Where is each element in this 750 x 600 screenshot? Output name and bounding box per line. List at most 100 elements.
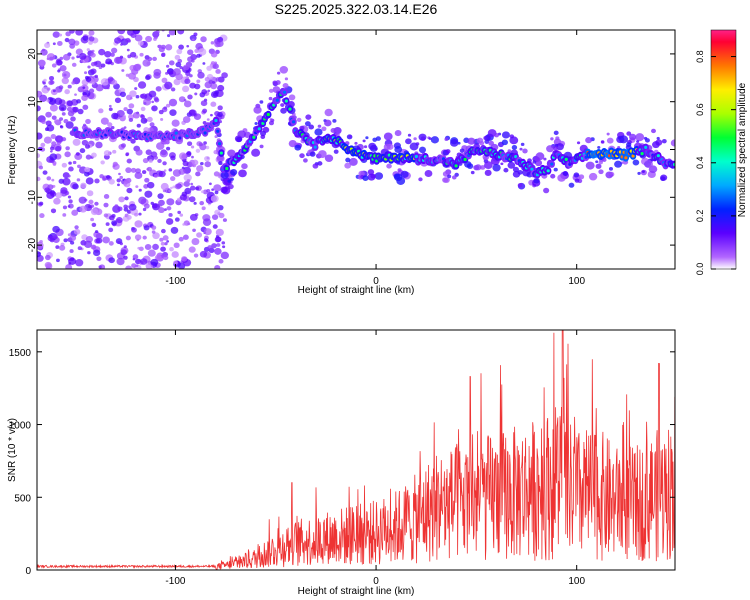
side-blob: [241, 163, 248, 170]
noise-speck: [199, 92, 206, 98]
noise-speck: [187, 56, 194, 63]
noise-speck: [156, 142, 165, 150]
noise-speck: [116, 178, 121, 183]
noise-speck: [162, 235, 169, 241]
noise-speck: [39, 94, 48, 102]
noise-speck: [194, 48, 199, 54]
noise-speck: [102, 236, 110, 244]
noise-speck: [120, 249, 128, 256]
side-blob: [534, 157, 541, 162]
side-blob: [308, 124, 315, 130]
noise-speck: [214, 190, 219, 195]
noise-speck: [40, 142, 46, 148]
side-blob: [254, 122, 258, 126]
side-blob: [641, 170, 645, 173]
side-blob: [372, 137, 378, 142]
noise-speck: [196, 79, 201, 84]
snr-y-label: SNR (10 * v/v): [7, 418, 18, 482]
side-blob: [227, 183, 234, 190]
noise-speck: [166, 198, 175, 206]
noise-speck: [103, 213, 109, 218]
noise-speck: [151, 225, 157, 230]
noise-speck: [126, 187, 133, 194]
side-blob: [543, 157, 547, 161]
side-blob: [333, 127, 342, 135]
side-blob: [501, 131, 510, 139]
noise-speck: [65, 31, 71, 37]
side-blob: [550, 173, 556, 179]
noise-speck: [107, 122, 113, 128]
noise-speck: [37, 132, 43, 140]
noise-speck: [41, 119, 46, 125]
noise-speck: [62, 53, 71, 61]
noise-speck: [206, 188, 211, 193]
noise-speck: [79, 148, 86, 154]
noise-speck: [94, 74, 99, 79]
side-blob: [314, 128, 323, 136]
noise-speck: [182, 85, 190, 93]
noise-speck: [100, 117, 109, 125]
side-blob: [484, 169, 492, 177]
noise-speck: [210, 113, 213, 117]
side-blob: [272, 80, 278, 85]
side-blob: [576, 141, 581, 145]
noise-speck: [75, 258, 84, 267]
noise-speck: [104, 50, 112, 58]
noise-speck: [128, 203, 137, 211]
noise-speck: [143, 225, 150, 231]
noise-speck: [88, 30, 95, 36]
noise-speck: [201, 190, 205, 194]
side-blob: [519, 147, 523, 151]
noise-speck: [188, 246, 196, 253]
noise-speck: [191, 159, 199, 166]
noise-speck: [126, 108, 133, 115]
noise-speck: [125, 167, 132, 174]
noise-speck: [62, 205, 68, 210]
side-blob: [651, 128, 656, 134]
noise-speck: [186, 151, 192, 156]
noise-speck: [189, 74, 193, 78]
ridge-core: [261, 121, 265, 125]
noise-speck: [220, 251, 229, 260]
side-blob: [305, 114, 312, 120]
noise-speck: [210, 41, 215, 45]
colorbar-tick-label: 0.0: [695, 263, 705, 276]
noise-speck: [152, 56, 157, 62]
noise-speck: [215, 77, 221, 82]
noise-speck: [160, 241, 165, 246]
side-blob: [466, 163, 474, 169]
noise-speck: [38, 165, 43, 170]
side-blob: [362, 175, 369, 181]
noise-speck: [90, 68, 97, 75]
side-blob: [317, 161, 323, 166]
noise-speck: [109, 215, 115, 221]
noise-speck: [49, 80, 55, 85]
ridge-core: [257, 127, 261, 131]
noise-speck: [98, 48, 106, 56]
side-blob: [553, 130, 559, 136]
noise-speck: [214, 236, 222, 243]
noise-speck: [145, 149, 152, 156]
side-blob: [632, 159, 640, 166]
ridge-core: [288, 107, 292, 111]
side-blob: [614, 160, 622, 168]
noise-speck: [117, 206, 123, 212]
noise-speck: [95, 237, 103, 244]
noise-speck: [166, 64, 170, 68]
noise-speck: [90, 208, 99, 216]
noise-speck: [65, 146, 70, 151]
noise-speck: [212, 63, 219, 70]
noise-speck: [202, 108, 208, 114]
noise-speck: [173, 260, 178, 265]
noise-speck: [212, 224, 218, 229]
noise-speck: [59, 65, 67, 72]
noise-speck: [134, 220, 143, 228]
side-blob: [522, 148, 528, 154]
side-blob: [532, 160, 537, 164]
noise-speck: [67, 84, 72, 89]
noise-speck: [49, 153, 58, 161]
noise-speck: [91, 81, 95, 85]
noise-speck: [119, 91, 126, 98]
noise-speck: [77, 108, 84, 115]
noise-speck: [112, 149, 117, 154]
